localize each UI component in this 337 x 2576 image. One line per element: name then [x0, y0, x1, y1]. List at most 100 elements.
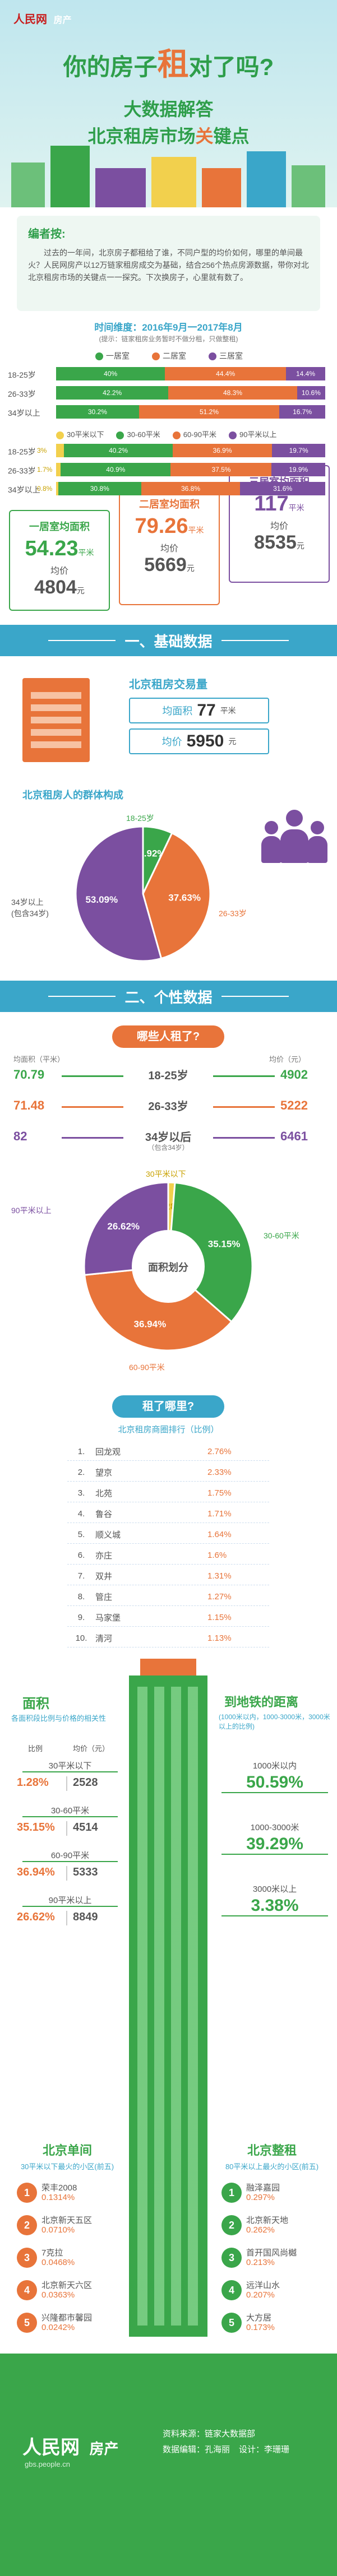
editor-note: 编者按: 过去的一年间，北京房子都租给了谁，不同户型的均价如何，哪里的单间最火？…	[17, 216, 320, 311]
brand-sub: 房产	[53, 16, 72, 25]
area-price-ratio: 26.62%	[17, 1911, 55, 1923]
building-windows	[31, 686, 81, 754]
bar-segment-value: 3%	[37, 447, 47, 454]
header: 人民网 房产 你的房子租对了吗? 大数据解答 北京租房市场关键点	[0, 0, 337, 207]
single-room-title: 北京单间	[42, 2143, 92, 2157]
row-age-label: 18-25岁	[8, 447, 36, 456]
rank-name: 北京新天六区	[41, 2281, 93, 2290]
bar-segment-value: 19.9%	[289, 466, 308, 474]
header-logo: 人民网 房产	[13, 10, 72, 26]
whole-rent-subtitle: 80平米以上最火的小区(前五)	[225, 2162, 319, 2171]
donut-label-30-60: 30-60平米	[264, 1231, 299, 1240]
bar-segment-value: 30.2%	[87, 408, 107, 416]
room-card-title: 二居室均面积	[139, 499, 200, 510]
bar-segment: 31.6%	[240, 482, 325, 495]
single-room-subtitle: 30平米以下最火的小区(前五)	[20, 2162, 114, 2171]
bar-segment: 37.5%	[170, 463, 272, 476]
transaction-area: 均面积 77 平米	[129, 698, 269, 723]
legend-swatch	[152, 352, 160, 361]
pie-value-label: 53.09%	[85, 894, 118, 905]
subway-value: 50.59%	[221, 1773, 328, 1793]
skyline-building	[202, 168, 241, 207]
rank-name: 兴隆都市馨园	[41, 2313, 93, 2323]
who-right-header: 均价（元）	[269, 1055, 306, 1064]
credit-value: 链家大数据部	[205, 2429, 256, 2439]
legend-item: 90平米以上	[228, 429, 276, 439]
subway-subtitle: (1000米以内，1000-3000米，3000米以上的比例)	[219, 1713, 330, 1730]
area-unit: 平米	[220, 706, 236, 715]
bar-segment: 10.6%	[297, 386, 325, 400]
subway-label: 3000米以上	[252, 1885, 297, 1894]
bar-segment-value: 19.7%	[289, 447, 308, 454]
rank-pct: 0.0242%	[41, 2323, 75, 2332]
bar-segment-value: 51.2%	[200, 408, 219, 416]
donut-label-60-90: 60-90平米	[129, 1363, 165, 1372]
donut-center-label: 面积划分	[148, 1262, 188, 1273]
pie-value-label: 6.92%	[139, 848, 165, 858]
bar-segment-value: 1.7%	[37, 466, 53, 474]
bar-segment: 44.4%	[165, 367, 287, 380]
room-card-two: 二居室均面积 79.26平米 均价 5669元	[119, 488, 220, 605]
room-card-price: 8535元	[230, 532, 329, 554]
bar-segment-value: 48.3%	[223, 389, 243, 397]
area-label: 均面积	[162, 706, 193, 717]
whole-rent-title: 北京整租	[247, 2143, 297, 2157]
area-unit: 平米	[78, 548, 94, 557]
bar-segment: 51.2%	[139, 405, 280, 419]
row-age-label: 34岁以上	[8, 409, 40, 417]
rank-badge: 5	[17, 2313, 37, 2333]
price-value: 4804	[34, 577, 77, 598]
rank-pct: 0.297%	[246, 2193, 275, 2202]
price-value: 5669	[144, 554, 187, 575]
bar-segment: 3%	[37, 444, 64, 457]
rank-name: 北京新天地	[246, 2216, 289, 2225]
transaction-price: 均价 5950 元	[129, 728, 269, 754]
skyline-building	[247, 151, 286, 207]
where-name: 北苑	[95, 1489, 113, 1498]
where-name: 望京	[95, 1468, 113, 1478]
area-price-ratio: 36.94%	[17, 1866, 55, 1878]
legend-label: 三居室	[219, 351, 243, 360]
pie-slice	[84, 1265, 233, 1352]
rank-name: 荣丰2008	[41, 2183, 77, 2193]
bar-segment: 40.9%	[61, 463, 171, 476]
where-pct: 1.64%	[207, 1530, 232, 1539]
where-rank: 3.	[77, 1488, 85, 1498]
pie-value-label: 36.94%	[134, 1319, 167, 1329]
where-pct: 1.15%	[207, 1613, 232, 1622]
bar-segment-value: 31.6%	[273, 485, 293, 493]
bar-segment: 36.9%	[172, 444, 273, 457]
bar-segment: 40%	[56, 367, 165, 380]
price-unit: 元	[296, 541, 304, 550]
rank-badge: 3	[221, 2248, 242, 2268]
room-card-title: 一居室均面积	[29, 521, 90, 532]
where-pct: 2.76%	[207, 1447, 232, 1456]
section-personal-data: 二、个性数据	[0, 981, 337, 1012]
rank-pct: 0.213%	[246, 2258, 275, 2267]
population-pie-chart: 6.92% 37.63% 53.09%	[75, 825, 211, 962]
pie-slice	[167, 1181, 253, 1323]
price-label: 均价	[161, 736, 182, 748]
area-price-label: 60-90平米	[22, 1849, 118, 1862]
legend-label: 30平米以下	[67, 430, 104, 439]
footer-brand-sub: 房产	[89, 2440, 119, 2457]
rank-pct: 0.0363%	[41, 2290, 75, 2300]
where-rank: 1.	[77, 1447, 85, 1456]
rank-pct: 0.207%	[246, 2290, 275, 2300]
row-age-label: 18-25岁	[8, 370, 36, 379]
person-head	[265, 821, 278, 834]
who-price: 6461	[280, 1129, 308, 1143]
area-value: 54.23	[25, 537, 79, 560]
bar-segment-value: 40.9%	[106, 466, 126, 474]
skyline-building	[50, 146, 90, 207]
person-head	[311, 821, 324, 834]
bar-segment: 36.8%	[141, 482, 241, 495]
donut-hole	[132, 1230, 205, 1303]
section-basic-data: 一、基础数据	[0, 625, 337, 656]
rank-pct: 0.0468%	[41, 2258, 75, 2267]
where-subtitle: 北京租房商圈排行（比例）	[118, 1425, 219, 1435]
where-title: 租了哪里?	[112, 1395, 224, 1418]
where-name: 双井	[95, 1572, 113, 1581]
who-price: 5222	[280, 1098, 308, 1112]
bar-segment: 48.3%	[168, 386, 297, 400]
